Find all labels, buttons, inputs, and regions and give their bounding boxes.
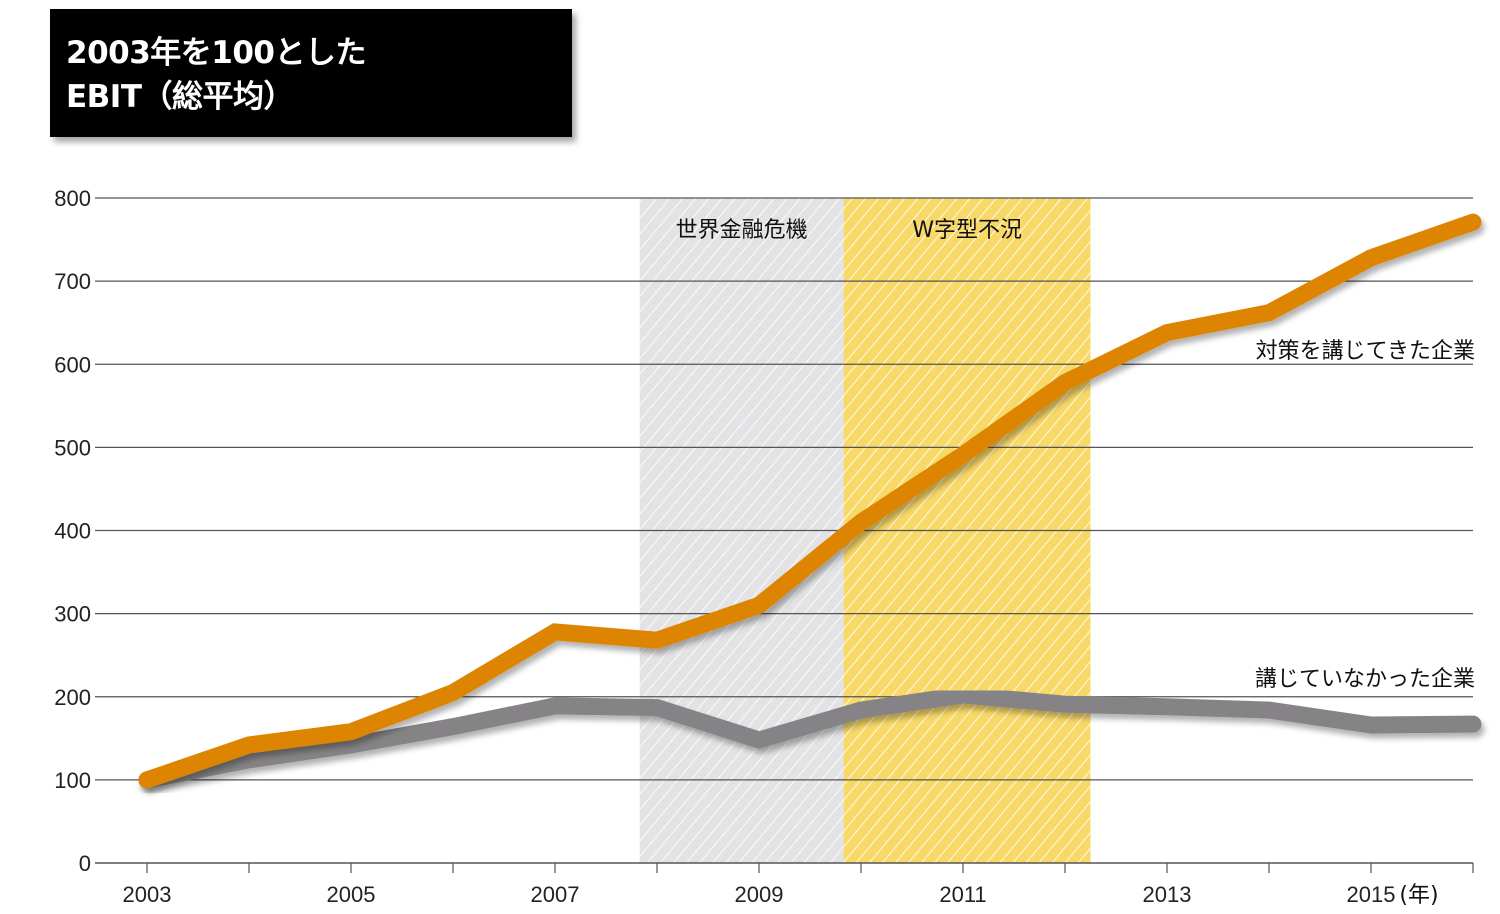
y-tick-label: 600 <box>54 352 91 377</box>
y-tick-label: 500 <box>54 435 91 460</box>
series-line-0 <box>138 213 1482 789</box>
x-tick-label: 2009 <box>735 882 784 907</box>
x-unit-label: (年) <box>1399 883 1438 908</box>
series-label-0: 対策を講じてきた企業 <box>1256 339 1475 364</box>
y-tick-label: 100 <box>54 768 91 793</box>
series-line-1 <box>138 686 1482 789</box>
y-tick-label: 800 <box>54 186 91 211</box>
band-label: 世界金融危機 <box>676 218 808 243</box>
chart-title-box: 2003年を100とした EBIT（総平均） <box>50 9 572 137</box>
x-tick-label: 2013 <box>1143 882 1192 907</box>
chart-title-line1: 2003年を100とした <box>66 35 367 71</box>
y-tick-label: 300 <box>54 602 91 627</box>
series-label-1: 講じていなかった企業 <box>1255 667 1475 692</box>
band-label: W字型不況 <box>912 218 1022 243</box>
y-tick-label: 700 <box>54 269 91 294</box>
x-tick-label: 2011 <box>939 882 986 907</box>
x-tick-label: 2015 <box>1347 882 1396 907</box>
x-tick-label: 2005 <box>327 882 376 907</box>
x-tick-label: 2007 <box>531 882 580 907</box>
y-tick-label: 0 <box>79 851 91 876</box>
x-tick-label: 2003 <box>123 882 172 907</box>
y-tick-label: 400 <box>54 519 91 544</box>
chart-title-line2: EBIT（総平均） <box>66 79 294 115</box>
y-tick-label: 200 <box>54 685 91 710</box>
